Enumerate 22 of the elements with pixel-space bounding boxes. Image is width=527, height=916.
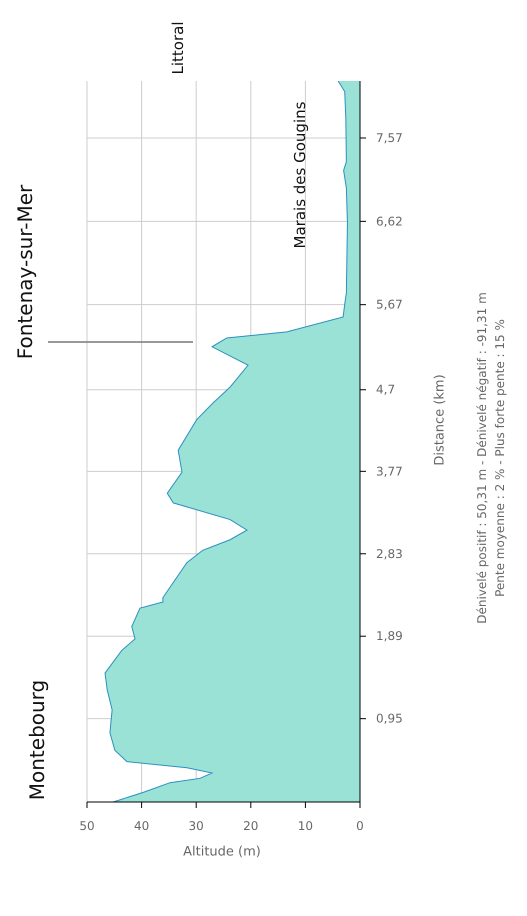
x-tick-label: 20 bbox=[243, 819, 258, 833]
text: Montebourg bbox=[25, 680, 49, 800]
text: Littoral bbox=[169, 22, 187, 74]
y-tick-label: 7,57 bbox=[376, 131, 403, 146]
x-axis-title: Altitude (m) bbox=[183, 844, 261, 860]
y-tick-label: 3,77 bbox=[376, 464, 403, 478]
y-tick-label: 2,83 bbox=[376, 546, 403, 561]
text: Fontenay-sur-Mer bbox=[13, 184, 37, 360]
text: Dénivelé positif : 50,31 m - Dénivelé négatif : -91,31 m bbox=[475, 292, 489, 624]
x-tick-label: 50 bbox=[79, 819, 95, 833]
text: Pente moyenne : 2 % - Plus forte pente : 15 % bbox=[493, 319, 507, 597]
x-tick-label: 10 bbox=[298, 819, 314, 833]
y-tick-label: 4,7 bbox=[376, 382, 396, 397]
y-tick-label: 5,67 bbox=[376, 298, 403, 312]
annotation: Marais des Gougins bbox=[291, 101, 309, 248]
y-tick-label: 1,89 bbox=[376, 629, 403, 644]
y-tick-label: 6,62 bbox=[376, 214, 403, 228]
x-tick-label: 0 bbox=[356, 819, 364, 833]
x-tick-label: 40 bbox=[134, 819, 150, 833]
y-tick-label: 0,95 bbox=[376, 712, 403, 726]
y-axis-title: Distance (km) bbox=[432, 374, 448, 466]
x-tick-label: 30 bbox=[188, 819, 204, 833]
